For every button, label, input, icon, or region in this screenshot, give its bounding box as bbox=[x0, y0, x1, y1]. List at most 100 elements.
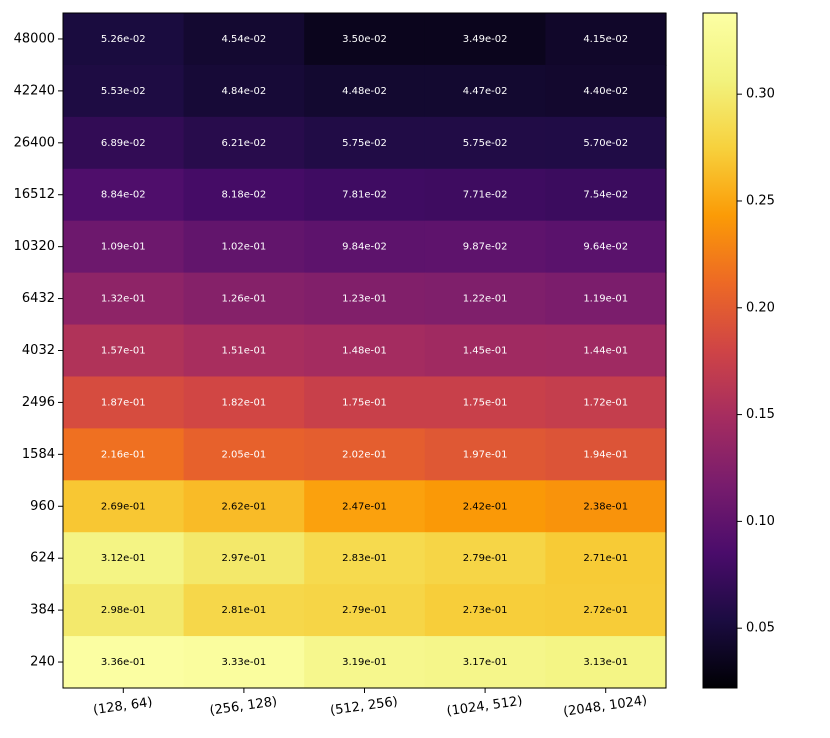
y-tick-label: 1584 bbox=[22, 447, 55, 462]
heatmap-cell bbox=[545, 428, 667, 481]
cell-value-label: 9.64e-02 bbox=[583, 242, 628, 253]
y-tick-label: 4032 bbox=[22, 343, 55, 358]
x-tick-label: (2048, 1024) bbox=[562, 693, 648, 720]
heatmap-cell bbox=[424, 636, 546, 689]
heatmap-cell bbox=[183, 376, 305, 429]
cell-value-label: 9.87e-02 bbox=[463, 242, 508, 253]
y-tick-label: 240 bbox=[30, 655, 55, 670]
cell-value-label: 1.82e-01 bbox=[222, 397, 267, 408]
heatmap-cell bbox=[304, 532, 426, 585]
cell-value-label: 4.40e-02 bbox=[583, 86, 628, 97]
heatmap-cell bbox=[183, 13, 305, 66]
cell-value-label: 2.98e-01 bbox=[101, 605, 146, 616]
cell-value-label: 1.75e-01 bbox=[463, 397, 508, 408]
heatmap-cell bbox=[183, 116, 305, 170]
heatmap-cell bbox=[304, 428, 426, 481]
cell-value-label: 1.75e-01 bbox=[342, 397, 387, 408]
cell-value-label: 1.57e-01 bbox=[101, 346, 146, 357]
heatmap-cell bbox=[183, 168, 305, 222]
cell-value-label: 4.54e-02 bbox=[222, 34, 267, 45]
heatmap-cell bbox=[304, 324, 426, 378]
cell-value-label: 2.71e-01 bbox=[583, 553, 628, 564]
cell-value-label: 3.19e-01 bbox=[342, 657, 387, 668]
cell-value-label: 1.02e-01 bbox=[222, 242, 267, 253]
cell-value-label: 3.36e-01 bbox=[101, 657, 146, 668]
cell-value-label: 2.38e-01 bbox=[583, 501, 628, 512]
heatmap-cell bbox=[63, 480, 185, 533]
heatmap-cell bbox=[183, 584, 305, 637]
heatmap-cell bbox=[424, 64, 546, 118]
cell-value-label: 1.97e-01 bbox=[463, 449, 508, 460]
colorbar-tick-label: 0.15 bbox=[746, 407, 775, 422]
cell-value-label: 3.33e-01 bbox=[222, 657, 267, 668]
heatmap-cell bbox=[183, 220, 305, 274]
cell-value-label: 1.87e-01 bbox=[101, 397, 146, 408]
heatmap-cell bbox=[424, 168, 546, 222]
heatmap-cell bbox=[304, 116, 426, 170]
cell-value-label: 3.13e-01 bbox=[583, 657, 628, 668]
colorbar-tick-label: 0.20 bbox=[746, 300, 775, 315]
heatmap-cell bbox=[424, 116, 546, 170]
heatmap-cell bbox=[545, 324, 667, 378]
cell-value-label: 8.84e-02 bbox=[101, 190, 146, 201]
cell-value-label: 1.32e-01 bbox=[101, 294, 146, 305]
y-tick-label: 42240 bbox=[14, 83, 55, 98]
cell-value-label: 7.71e-02 bbox=[463, 190, 508, 201]
cell-value-label: 1.19e-01 bbox=[583, 294, 628, 305]
heatmap-cell bbox=[63, 13, 185, 66]
heatmap-cell bbox=[545, 376, 667, 429]
heatmap-cell bbox=[545, 13, 667, 66]
heatmap-cell bbox=[304, 64, 426, 118]
cell-value-label: 1.09e-01 bbox=[101, 242, 146, 253]
heatmap-cell bbox=[545, 168, 667, 222]
heatmap-cell bbox=[304, 220, 426, 274]
cell-value-label: 4.47e-02 bbox=[463, 86, 508, 97]
heatmap-cell bbox=[183, 324, 305, 378]
y-tick-label: 2496 bbox=[22, 395, 55, 410]
heatmap-cell bbox=[304, 480, 426, 533]
cell-value-label: 6.89e-02 bbox=[101, 138, 146, 149]
cell-value-label: 6.21e-02 bbox=[222, 138, 267, 149]
cell-value-label: 9.84e-02 bbox=[342, 242, 387, 253]
heatmap-cell bbox=[424, 532, 546, 585]
colorbar-tick-label: 0.30 bbox=[746, 87, 775, 102]
heatmap-cell bbox=[183, 428, 305, 481]
heatmap-cell bbox=[424, 272, 546, 326]
x-axis: (128, 64) (256, 128) (512, 256) (1024, 512)… bbox=[92, 688, 648, 720]
heatmap-cell bbox=[304, 168, 426, 222]
heatmap-cell bbox=[183, 272, 305, 326]
cell-value-label: 2.83e-01 bbox=[342, 553, 387, 564]
heatmap-cell bbox=[63, 532, 185, 585]
heatmap-cell bbox=[63, 220, 185, 274]
heatmap-cell bbox=[63, 272, 185, 326]
heatmap-cell bbox=[63, 584, 185, 637]
cell-value-label: 5.75e-02 bbox=[342, 138, 387, 149]
cell-value-label: 2.42e-01 bbox=[463, 501, 508, 512]
colorbar bbox=[702, 12, 738, 689]
cell-value-label: 1.22e-01 bbox=[463, 294, 508, 305]
heatmap-cell bbox=[545, 584, 667, 637]
x-tick-label: (256, 128) bbox=[209, 694, 278, 718]
colorbar-tick-label: 0.10 bbox=[746, 514, 775, 529]
cell-value-label: 4.15e-02 bbox=[583, 34, 628, 45]
cell-value-label: 1.48e-01 bbox=[342, 346, 387, 357]
cell-value-label: 7.81e-02 bbox=[342, 190, 387, 201]
heatmap-cell bbox=[304, 13, 426, 66]
cell-value-label: 1.72e-01 bbox=[583, 397, 628, 408]
colorbar-axis: 0.05 0.10 0.15 0.20 0.25 0.30 bbox=[737, 87, 775, 636]
cell-value-label: 2.62e-01 bbox=[222, 501, 267, 512]
heatmap-cell bbox=[304, 376, 426, 429]
cell-value-label: 5.70e-02 bbox=[583, 138, 628, 149]
cell-value-label: 1.44e-01 bbox=[583, 346, 628, 357]
cell-value-label: 8.18e-02 bbox=[222, 190, 267, 201]
heatmap-cell bbox=[183, 532, 305, 585]
heatmap-cell bbox=[424, 324, 546, 378]
x-tick-label: (1024, 512) bbox=[446, 694, 524, 719]
heatmap-cell bbox=[63, 636, 185, 689]
cell-value-label: 3.12e-01 bbox=[101, 553, 146, 564]
heatmap-cell bbox=[63, 324, 185, 378]
y-tick-label: 384 bbox=[30, 603, 55, 618]
heatmap-cell bbox=[424, 480, 546, 533]
cell-value-label: 2.81e-01 bbox=[222, 605, 267, 616]
